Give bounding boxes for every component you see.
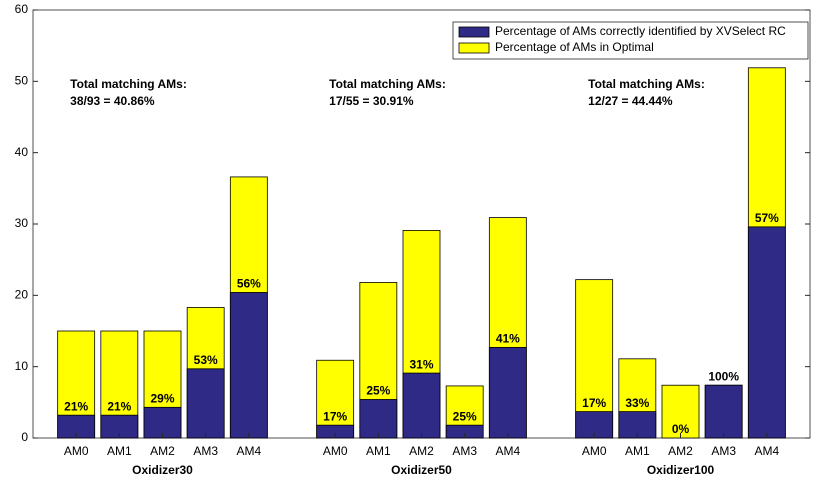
x-tick-label: AM2: [668, 444, 693, 458]
annotation: 12/27 = 44.44%: [588, 94, 673, 108]
bar-label: 31%: [409, 357, 433, 371]
bar-label: 25%: [366, 384, 390, 398]
bar: [488, 347, 527, 439]
y-tick-label: 10: [15, 359, 29, 373]
annotation: Total matching AMs:: [329, 77, 446, 91]
x-tick-label: AM0: [64, 444, 89, 458]
bar-label: 25%: [453, 409, 477, 423]
x-tick-label: AM3: [711, 444, 736, 458]
y-tick-label: 50: [15, 74, 29, 88]
bar-label: 21%: [64, 399, 88, 413]
x-tick-label: AM1: [366, 444, 391, 458]
bar: [704, 384, 743, 439]
x-tick-label: AM3: [193, 444, 218, 458]
y-tick-label: 0: [21, 430, 28, 444]
x-tick-label: AM4: [754, 444, 779, 458]
x-tick-label: AM2: [409, 444, 434, 458]
legend-swatch: [458, 42, 490, 54]
bar-label: 17%: [582, 396, 606, 410]
bar-label: 41%: [496, 332, 520, 346]
x-tick-label: AM1: [625, 444, 650, 458]
bar: [747, 226, 786, 439]
x-tick-label: AM0: [323, 444, 348, 458]
bar-label: 0%: [672, 422, 690, 436]
bar-label: 57%: [755, 211, 779, 225]
annotation: 38/93 = 40.86%: [70, 94, 155, 108]
x-tick-label: AM4: [495, 444, 520, 458]
x-tick-label: AM2: [150, 444, 175, 458]
bar: [186, 368, 225, 439]
y-tick-label: 20: [15, 288, 29, 302]
bar-label: 56%: [237, 277, 261, 291]
annotation: Total matching AMs:: [70, 77, 187, 91]
group-label: Oxidizer50: [391, 463, 452, 477]
group-label: Oxidizer100: [647, 463, 715, 477]
bar-label: 53%: [194, 353, 218, 367]
bar-label: 100%: [708, 369, 739, 383]
bar: [402, 372, 441, 439]
bar: [359, 399, 398, 439]
x-tick-label: AM1: [107, 444, 132, 458]
x-tick-label: AM0: [582, 444, 607, 458]
annotation: 17/55 = 30.91%: [329, 94, 414, 108]
bar: [229, 292, 268, 439]
bar-label: 29%: [150, 391, 174, 405]
legend-swatch: [458, 26, 490, 38]
legend-box: [452, 21, 809, 60]
group-label: Oxidizer30: [132, 463, 193, 477]
bar-label: 21%: [107, 399, 131, 413]
x-tick-label: AM3: [452, 444, 477, 458]
y-tick-label: 60: [15, 2, 29, 16]
y-tick-label: 40: [15, 145, 29, 159]
bar-label: 17%: [323, 409, 347, 423]
legend-label: Percentage of AMs correctly identified b…: [495, 24, 786, 38]
x-tick-label: AM4: [236, 444, 261, 458]
annotation: Total matching AMs:: [588, 77, 705, 91]
bar-label: 33%: [625, 396, 649, 410]
y-tick-label: 30: [15, 216, 29, 230]
legend-label: Percentage of AMs in Optimal: [495, 40, 654, 54]
